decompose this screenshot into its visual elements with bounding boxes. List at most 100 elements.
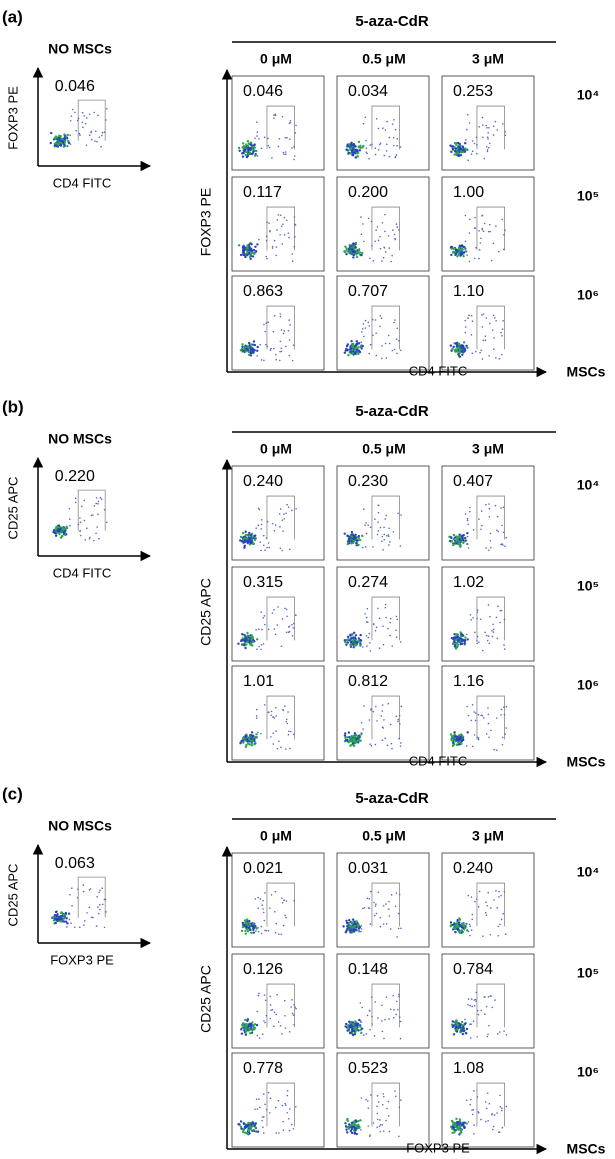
cell-dot bbox=[345, 247, 348, 250]
cell-dot bbox=[485, 733, 488, 735]
plot-frame bbox=[231, 566, 325, 662]
cell-dot bbox=[449, 144, 452, 147]
cell-dot bbox=[295, 1007, 297, 1010]
cell-dot bbox=[373, 1035, 376, 1037]
cell-dot bbox=[356, 155, 359, 158]
cell-dot bbox=[466, 254, 468, 256]
cell-dot bbox=[480, 237, 482, 240]
cell-dot bbox=[253, 737, 256, 741]
cell-dot bbox=[245, 643, 248, 646]
cell-dot bbox=[66, 922, 69, 925]
cell-dot bbox=[379, 143, 381, 146]
cell-dot bbox=[354, 145, 357, 148]
plot-frame bbox=[336, 852, 430, 948]
plot-frame bbox=[441, 566, 535, 662]
cell-dot bbox=[490, 907, 492, 909]
cell-dot bbox=[367, 524, 369, 527]
cell-dot bbox=[353, 1131, 357, 1135]
cell-dot bbox=[243, 148, 247, 151]
cell-dot bbox=[260, 519, 263, 521]
cell-dot bbox=[463, 642, 466, 645]
gate-value: 0.230 bbox=[348, 473, 388, 490]
cell-dot bbox=[494, 317, 496, 319]
cell-dot bbox=[476, 144, 478, 146]
cell-dot bbox=[384, 737, 386, 740]
cell-dot bbox=[487, 891, 490, 894]
cell-dot bbox=[264, 929, 266, 932]
cell-dot bbox=[355, 641, 359, 644]
cell-dot bbox=[355, 340, 358, 343]
cell-dot bbox=[58, 527, 61, 531]
cell-dot bbox=[247, 341, 251, 345]
cell-dot bbox=[361, 534, 364, 538]
cell-dot bbox=[285, 608, 288, 611]
cell-dot bbox=[251, 351, 254, 354]
cell-dot bbox=[452, 1033, 456, 1036]
cell-dot bbox=[458, 923, 462, 927]
cell-dot bbox=[357, 543, 360, 547]
cell-dot bbox=[246, 1132, 250, 1135]
cell-dot bbox=[462, 738, 465, 742]
cell-dot bbox=[289, 121, 292, 124]
cell-dot bbox=[381, 221, 384, 224]
cell-dot bbox=[469, 934, 471, 937]
cell-dot bbox=[82, 890, 85, 893]
cell-dot bbox=[502, 531, 505, 534]
cell-dot bbox=[257, 994, 260, 997]
cell-dot bbox=[468, 260, 471, 263]
cell-dot bbox=[244, 153, 248, 157]
cell-dot bbox=[241, 152, 244, 155]
cell-dot bbox=[496, 529, 498, 532]
cell-dot bbox=[503, 706, 505, 708]
cell-dot bbox=[488, 515, 491, 518]
cell-dot bbox=[273, 717, 276, 719]
cell-dot bbox=[455, 641, 458, 645]
cell-dot bbox=[463, 150, 467, 153]
cell-dot bbox=[502, 320, 504, 322]
cell-dot bbox=[295, 124, 297, 127]
cell-dot bbox=[351, 1021, 355, 1024]
cell-dot bbox=[288, 354, 291, 357]
plot-frame bbox=[231, 852, 325, 948]
cell-dot bbox=[250, 1126, 253, 1129]
gate bbox=[371, 695, 400, 740]
cell-dot bbox=[495, 616, 498, 619]
cell-dot bbox=[274, 890, 277, 893]
cell-dot bbox=[458, 350, 461, 354]
cell-dot bbox=[270, 894, 273, 896]
cell-dot bbox=[366, 897, 369, 900]
cell-dot bbox=[355, 148, 358, 152]
cell-dot bbox=[74, 501, 77, 504]
cell-dot bbox=[386, 1107, 388, 1110]
cell-dot bbox=[462, 533, 465, 537]
cell-dot bbox=[375, 332, 377, 334]
cell-dot bbox=[497, 530, 500, 533]
cell-dot bbox=[450, 150, 453, 154]
cell-dot bbox=[86, 527, 88, 529]
cell-dot bbox=[391, 747, 393, 750]
cell-dot bbox=[250, 731, 254, 734]
cell-dot bbox=[371, 244, 373, 247]
gate-value: 0.063 bbox=[55, 855, 95, 872]
cell-dot bbox=[454, 1025, 457, 1029]
cell-dot bbox=[399, 723, 401, 725]
cell-dot bbox=[278, 137, 281, 140]
cell-dot bbox=[256, 154, 259, 157]
cell-dot bbox=[259, 1106, 261, 1109]
cell-dot bbox=[350, 1126, 353, 1129]
cell-dot bbox=[374, 518, 376, 520]
cell-dot bbox=[500, 1109, 503, 1112]
cell-dot bbox=[348, 535, 351, 538]
cell-dot bbox=[251, 542, 255, 546]
cell-dot bbox=[285, 512, 287, 515]
cell-dot bbox=[67, 141, 71, 145]
cell-dot bbox=[100, 498, 103, 500]
cell-dot bbox=[352, 242, 356, 246]
cell-dot bbox=[349, 346, 352, 349]
cell-dot bbox=[251, 1028, 254, 1032]
cell-dot bbox=[464, 636, 467, 639]
cell-dot bbox=[481, 524, 483, 527]
treatment-label: 5-aza-CdR bbox=[355, 790, 429, 807]
cell-dot bbox=[395, 1013, 398, 1016]
cell-dot bbox=[464, 319, 466, 322]
